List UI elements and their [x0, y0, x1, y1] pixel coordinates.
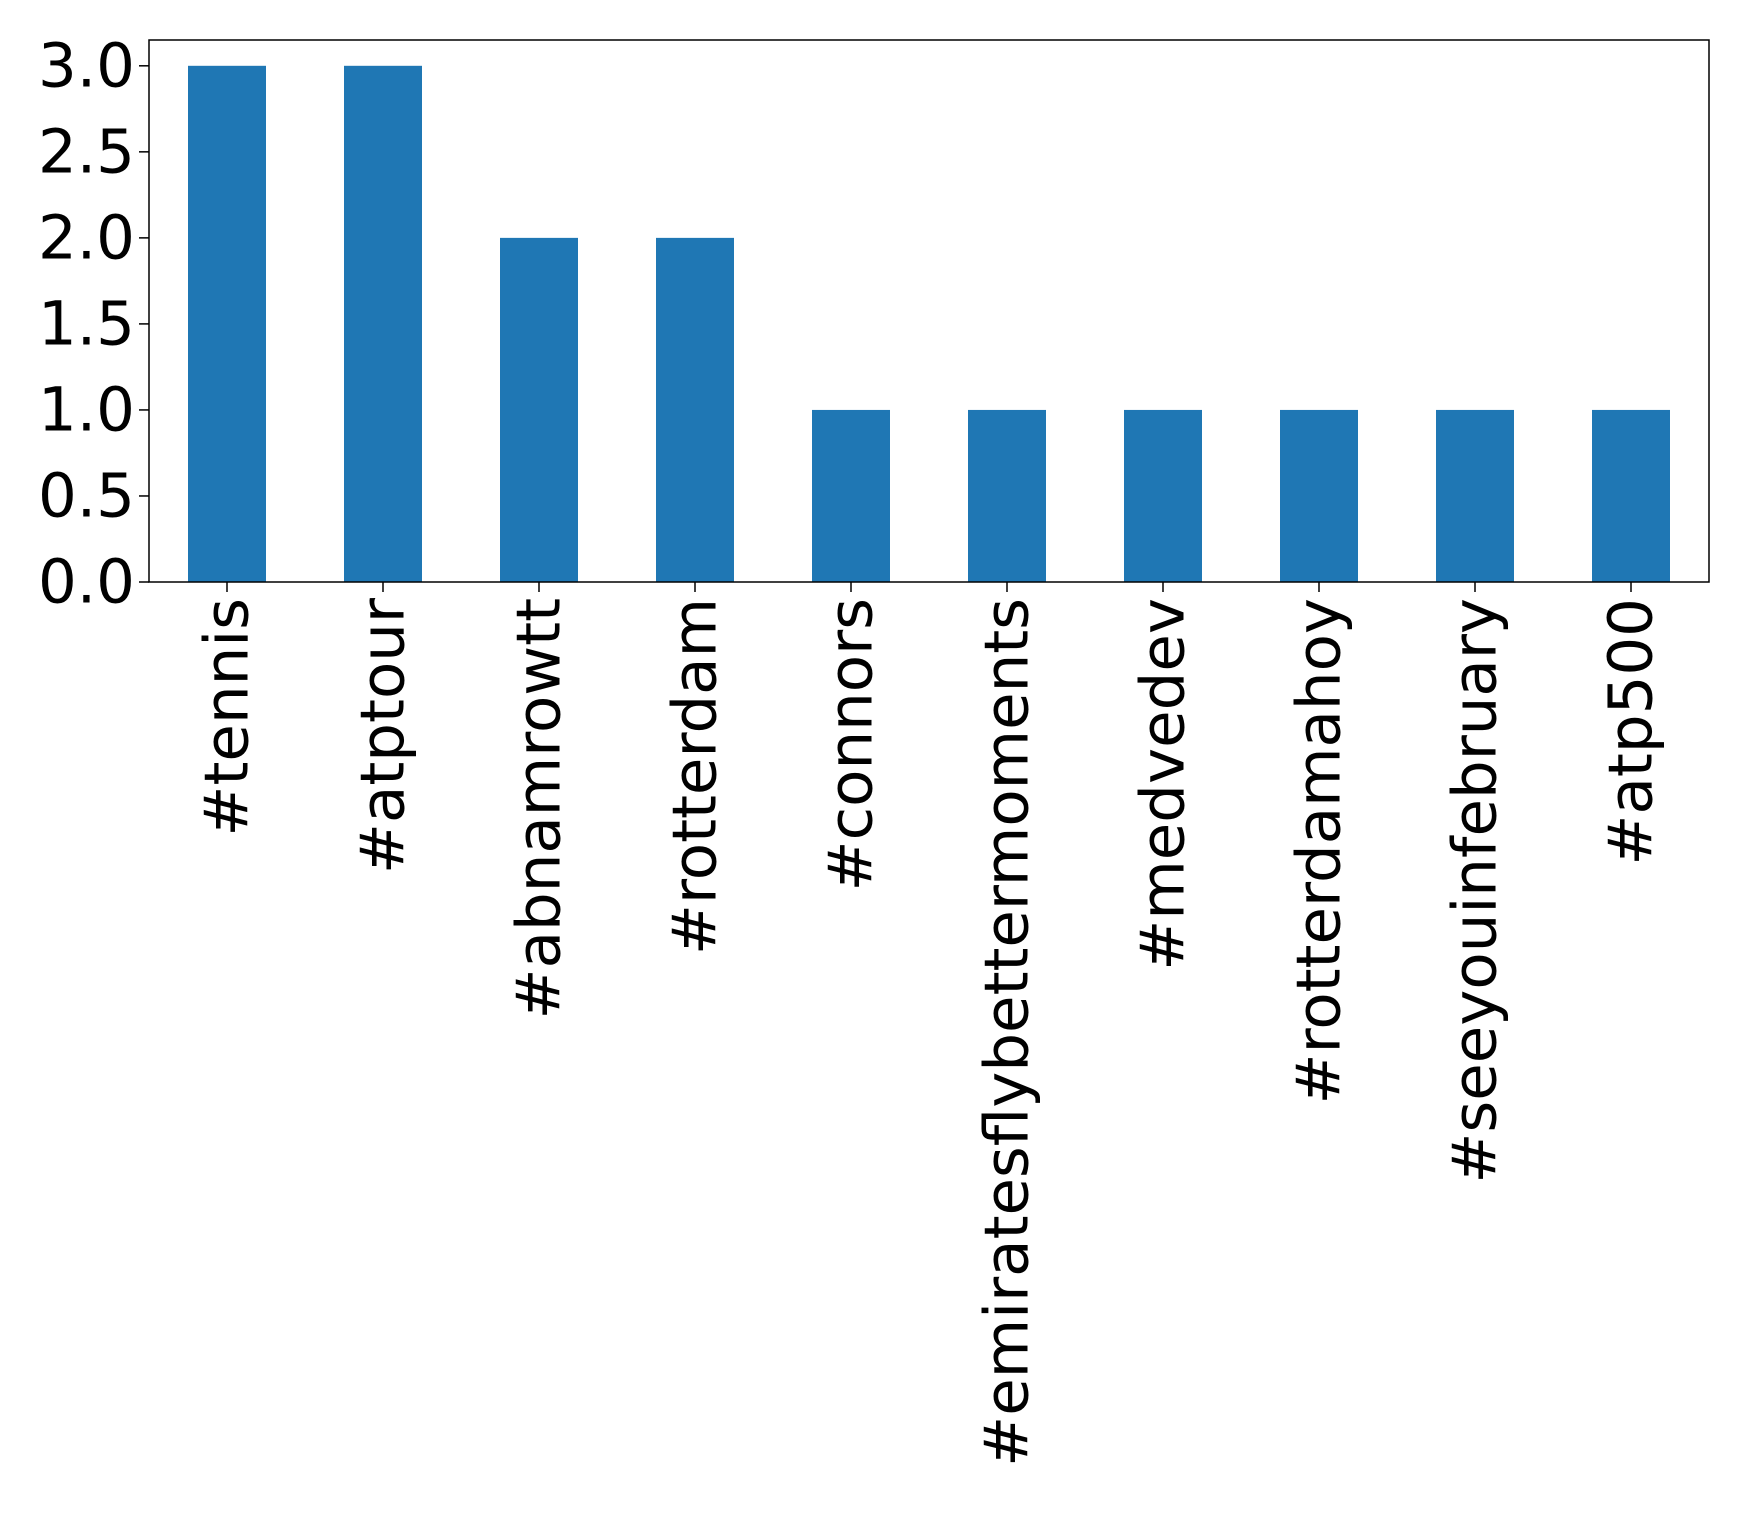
y-tick-label: 1.5: [38, 288, 135, 359]
y-tick-label: 2.5: [38, 116, 135, 187]
bar-rotterdam: [656, 237, 734, 582]
y-tick-label: 3.0: [38, 30, 135, 101]
y-tick-label: 2.0: [38, 202, 135, 273]
bars-group: [188, 65, 1670, 583]
x-tick-label: #medvedev: [1128, 598, 1199, 971]
x-tick-label: #atp500: [1596, 598, 1667, 866]
x-tick-label: #rotterdam: [660, 598, 731, 955]
x-tick-label: #connors: [816, 598, 887, 891]
x-tick-label: #rotterdamahoy: [1284, 598, 1355, 1105]
x-tick-label: #emiratesflybettermoments: [972, 598, 1043, 1467]
x-axis: #tennis #atptour #abnamrowtt #rotterdam #con…: [192, 582, 1667, 1467]
y-axis: 0.0 0.5 1.0 1.5 2.0 2.5 3.0: [38, 30, 149, 618]
bar-rotterdamahoy: [1280, 409, 1358, 582]
bar-medvedev: [1124, 409, 1202, 582]
x-tick-label: #seeyouinfebruary: [1440, 598, 1511, 1184]
y-tick-label: 1.0: [38, 374, 135, 445]
bar-atp500: [1592, 409, 1670, 582]
y-tick-label: 0.0: [38, 547, 135, 618]
y-tick-label: 0.5: [38, 460, 135, 531]
plot-frame: [148, 39, 1710, 583]
bar-seeyouinfebruary: [1436, 409, 1514, 582]
bar-tennis: [188, 65, 266, 583]
x-tick-label: #abnamrowtt: [504, 598, 575, 1019]
bar-emiratesflybettermoments: [968, 409, 1046, 582]
x-tick-label: #tennis: [192, 598, 263, 837]
x-tick-label: #atptour: [348, 597, 419, 874]
bar-atptour: [344, 65, 422, 583]
bar-abnamrowtt: [500, 237, 578, 582]
bar-connors: [812, 409, 890, 582]
